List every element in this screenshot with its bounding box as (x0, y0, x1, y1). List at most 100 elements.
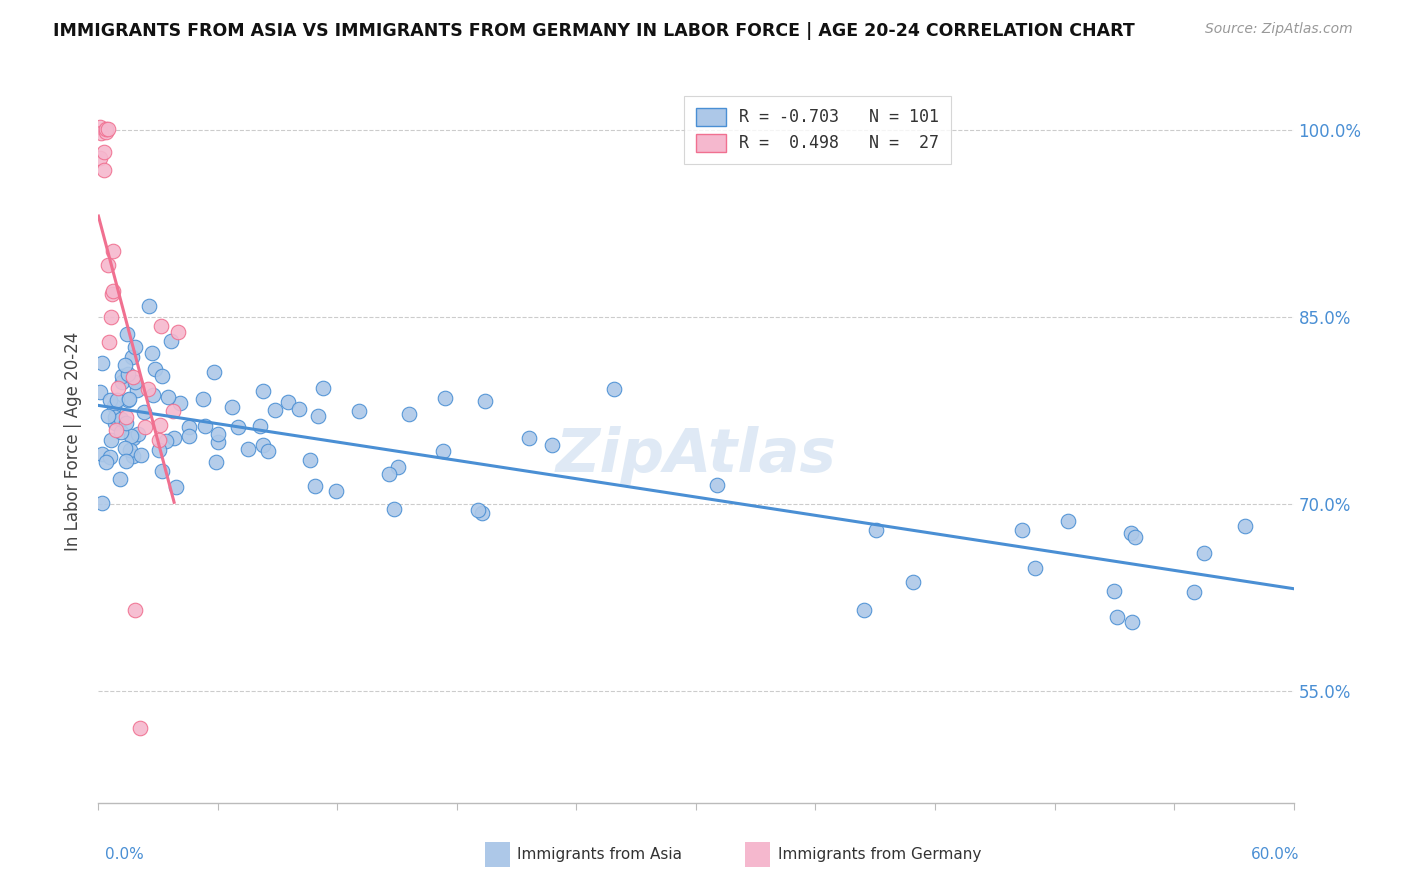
Point (177, 420, 200, 434)
Point (97, 409, 120, 423)
Point (312, 381, 335, 395)
Point (252, 384, 274, 399)
Text: Immigrants from Germany: Immigrants from Germany (778, 847, 981, 862)
Point (98, 335, 121, 350)
Y-axis label: In Labor Force | Age 20-24: In Labor Force | Age 20-24 (65, 332, 83, 551)
Point (90, 126, 112, 140)
Point (114, 441, 136, 455)
Point (1192, 546, 1215, 560)
Point (148, 433, 170, 447)
Point (110, 425, 132, 440)
Text: ZipAtlas: ZipAtlas (555, 426, 837, 485)
Point (101, 285, 124, 299)
Point (432, 444, 454, 458)
Point (115, 327, 138, 342)
Point (128, 721, 150, 735)
Point (114, 453, 136, 467)
Text: Source: ZipAtlas.com: Source: ZipAtlas.com (1205, 22, 1353, 37)
Point (108, 472, 131, 486)
Point (111, 376, 134, 390)
Point (474, 393, 496, 408)
Point (152, 464, 174, 478)
Point (117, 367, 139, 381)
Point (96, 121, 118, 136)
Point (467, 502, 489, 516)
Point (121, 351, 143, 365)
Point (398, 407, 420, 421)
Point (122, 431, 145, 445)
Text: IMMIGRANTS FROM ASIA VS IMMIGRANTS FROM GERMANY IN LABOR FORCE | AGE 20-24 CORRE: IMMIGRANTS FROM ASIA VS IMMIGRANTS FROM … (53, 22, 1135, 40)
Point (304, 479, 326, 493)
Point (205, 455, 228, 469)
Point (100, 310, 122, 325)
Point (298, 453, 321, 467)
Point (97, 258, 120, 272)
Point (207, 427, 229, 442)
Point (307, 409, 329, 423)
Point (179, 428, 201, 442)
Point (107, 381, 129, 395)
Point (91, 495, 114, 509)
Point (101, 286, 124, 301)
Point (129, 448, 152, 462)
Point (142, 388, 165, 402)
Point (167, 325, 190, 339)
Point (706, 478, 728, 492)
Point (1011, 523, 1033, 537)
Point (1121, 526, 1143, 541)
Point (236, 442, 259, 456)
Point (1184, 584, 1206, 599)
Point (134, 405, 156, 419)
Point (94, 125, 117, 139)
Point (1057, 514, 1080, 528)
Point (91, 356, 114, 370)
Point (263, 402, 285, 417)
Point (90, 447, 112, 461)
Point (165, 480, 187, 494)
Text: 60.0%: 60.0% (1251, 847, 1299, 862)
Point (1123, 530, 1146, 544)
Point (865, 523, 887, 537)
Point (104, 416, 127, 430)
Point (193, 418, 215, 433)
Point (89, 151, 111, 165)
Point (1024, 561, 1046, 575)
Point (101, 244, 124, 258)
Point (103, 400, 125, 414)
Point (382, 502, 405, 516)
Point (156, 391, 179, 405)
Point (96, 122, 118, 136)
Point (226, 419, 249, 434)
Point (89, 384, 111, 399)
Point (103, 410, 125, 425)
Point (901, 575, 924, 590)
Point (1121, 615, 1143, 629)
Point (120, 429, 142, 443)
Point (434, 391, 457, 405)
Point (100, 433, 122, 447)
Point (122, 369, 145, 384)
Point (221, 400, 243, 414)
Text: Immigrants from Asia: Immigrants from Asia (517, 847, 682, 862)
Point (134, 420, 156, 434)
Point (471, 507, 494, 521)
Point (94, 455, 117, 469)
Point (163, 431, 186, 445)
Point (105, 392, 128, 407)
Text: 0.0%: 0.0% (105, 847, 145, 862)
Point (162, 403, 184, 417)
Point (149, 318, 172, 333)
Point (277, 395, 299, 409)
Legend: R = -0.703   N = 101, R =  0.498   N =  27: R = -0.703 N = 101, R = 0.498 N = 27 (683, 95, 950, 164)
Point (1233, 519, 1256, 533)
Point (143, 361, 166, 376)
Point (202, 365, 225, 379)
Point (89, 120, 111, 134)
Point (118, 443, 141, 458)
Point (124, 603, 146, 617)
Point (110, 368, 132, 383)
Point (105, 423, 128, 437)
Point (207, 435, 229, 450)
Point (1105, 610, 1128, 624)
Point (1102, 583, 1125, 598)
